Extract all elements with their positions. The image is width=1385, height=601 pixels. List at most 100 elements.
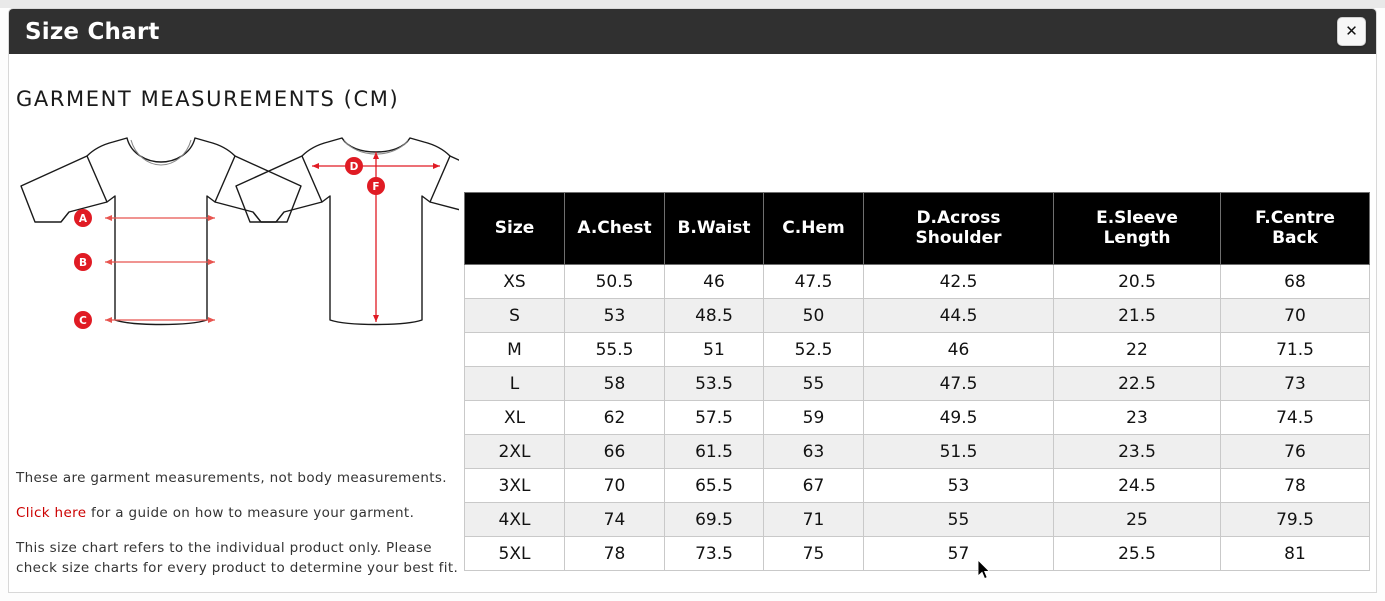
measurements-table-wrapper: Size A.Chest B.Waist C.Hem (464, 192, 1370, 571)
cell-shoulder: 42.5 (863, 264, 1054, 299)
cell-waist: 65.5 (664, 468, 764, 503)
cell-size: XL (464, 400, 565, 435)
cell-hem: 50 (763, 298, 864, 333)
arrowhead-f-bottom (373, 315, 379, 322)
cell-waist: 73.5 (664, 536, 764, 571)
notes-block: These are garment measurements, not body… (16, 469, 459, 594)
page-title: GARMENT MEASUREMENTS (CM) (16, 87, 400, 111)
column-header-centre-back-line2: Back (1272, 227, 1318, 248)
cell-shoulder: 44.5 (863, 298, 1054, 333)
cell-shoulder: 53 (863, 468, 1054, 503)
cell-chest: 53 (564, 298, 665, 333)
cell-back: 81 (1220, 536, 1370, 571)
column-header-hem-line1: C.Hem (782, 217, 845, 238)
cell-shoulder: 49.5 (863, 400, 1054, 435)
measurements-table: Size A.Chest B.Waist C.Hem (464, 192, 1370, 571)
front-collar-inner (130, 139, 192, 166)
cell-hem: 71 (763, 502, 864, 537)
back-right-sleeve (449, 155, 459, 161)
garment-diagram: A B C (9, 124, 459, 359)
column-header-centre-back-line1: F.Centre (1255, 207, 1335, 228)
close-button[interactable]: ✕ (1337, 17, 1366, 46)
cell-waist: 57.5 (664, 400, 764, 435)
arrowhead-b-right (208, 259, 215, 265)
cell-chest: 66 (564, 434, 665, 469)
column-header-across-shoulder-line1: D.Across (916, 207, 1001, 228)
cell-sleeve: 25.5 (1053, 536, 1221, 571)
front-marker-badges: A B C (74, 209, 92, 329)
front-left-sleeve-inner (60, 201, 108, 223)
modal-title: Size Chart (25, 18, 160, 45)
cell-waist: 61.5 (664, 434, 764, 469)
table-body: XS 50.5 46 47.5 42.5 20.5 68 S 53 48.5 (464, 264, 1370, 571)
front-right-sleeve (234, 155, 302, 223)
size-chart-modal: Size Chart ✕ GARMENT MEASUREMENTS (CM) (8, 8, 1377, 593)
column-header-across-shoulder: D.Across Shoulder (863, 192, 1054, 265)
cell-chest: 70 (564, 468, 665, 503)
cell-waist: 69.5 (664, 502, 764, 537)
note-measure-guide-rest: for a guide on how to measure your garme… (86, 504, 415, 521)
arrowhead-a-right (208, 215, 215, 221)
marker-f-label: F (372, 181, 379, 193)
cell-chest: 55.5 (564, 332, 665, 367)
front-arrow-heads (105, 215, 215, 323)
cell-sleeve: 22.5 (1053, 366, 1221, 401)
table-row: 5XL 78 73.5 75 57 25.5 81 (464, 536, 1370, 571)
cell-sleeve: 23 (1053, 400, 1221, 435)
table-row: S 53 48.5 50 44.5 21.5 70 (464, 298, 1370, 333)
marker-c-label: C (79, 315, 87, 327)
cell-size: 4XL (464, 502, 565, 537)
cell-hem: 47.5 (763, 264, 864, 299)
cell-hem: 55 (763, 366, 864, 401)
cell-sleeve: 22 (1053, 332, 1221, 367)
marker-b-label: B (79, 257, 87, 269)
arrowhead-b-left (105, 259, 112, 265)
column-header-size: Size (464, 192, 565, 265)
measure-guide-link[interactable]: Click here (16, 504, 87, 521)
marker-f-circle (367, 177, 385, 195)
arrowhead-f-top (373, 152, 379, 159)
note-individual-product: This size chart refers to the individual… (16, 539, 459, 576)
column-header-waist-line1: B.Waist (677, 217, 751, 238)
diagram-and-notes-column: A B C (9, 124, 464, 576)
cell-chest: 62 (564, 400, 665, 435)
cell-chest: 50.5 (564, 264, 665, 299)
cell-chest: 78 (564, 536, 665, 571)
table-row: 2XL 66 61.5 63 51.5 23.5 76 (464, 434, 1370, 469)
arrowhead-d-right (433, 163, 440, 169)
tshirt-back-view: D E F (235, 137, 459, 326)
marker-a-label: A (79, 213, 88, 225)
back-left-sleeve (235, 155, 303, 223)
cell-waist: 48.5 (664, 298, 764, 333)
marker-c-circle (74, 311, 92, 329)
cell-waist: 46 (664, 264, 764, 299)
modal-body: GARMENT MEASUREMENTS (CM) (9, 54, 1376, 592)
table-row: 3XL 70 65.5 67 53 24.5 78 (464, 468, 1370, 503)
column-header-sleeve-length-line2: Length (1103, 227, 1171, 248)
arrowhead-d-left (312, 163, 319, 169)
column-header-waist: B.Waist (664, 192, 764, 265)
back-left-sleeve-inner (275, 201, 323, 223)
table-row: 4XL 74 69.5 71 55 25 79.5 (464, 502, 1370, 537)
cell-shoulder: 55 (863, 502, 1054, 537)
cell-waist: 53.5 (664, 366, 764, 401)
table-head: Size A.Chest B.Waist C.Hem (464, 192, 1370, 265)
cell-size: L (464, 366, 565, 401)
cell-chest: 74 (564, 502, 665, 537)
cell-size: S (464, 298, 565, 333)
column-header-centre-back: F.Centre Back (1220, 192, 1370, 265)
column-header-sleeve-length-line1: E.Sleeve (1096, 207, 1178, 228)
marker-b-circle (74, 253, 92, 271)
column-header-size-line1: Size (494, 217, 535, 238)
cell-size: 5XL (464, 536, 565, 571)
cell-hem: 75 (763, 536, 864, 571)
tshirt-diagram-svg: A B C (20, 137, 459, 329)
table-row: L 58 53.5 55 47.5 22.5 73 (464, 366, 1370, 401)
cell-back: 68 (1220, 264, 1370, 299)
arrowhead-c-left (105, 317, 112, 323)
front-body-outline (86, 137, 236, 326)
cell-size: 3XL (464, 468, 565, 503)
cell-hem: 59 (763, 400, 864, 435)
cell-shoulder: 46 (863, 332, 1054, 367)
front-right-sleeve-inner (214, 201, 262, 223)
